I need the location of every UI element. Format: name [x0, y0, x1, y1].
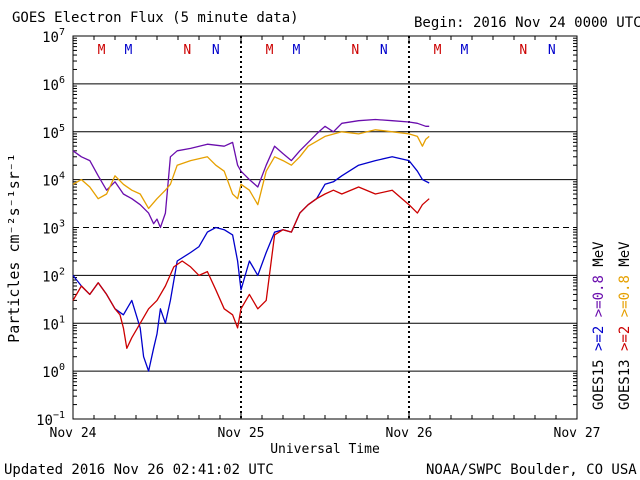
- x-tick-labels: Nov 24 Nov 25 Nov 26 Nov 27: [50, 426, 601, 441]
- x-tick-label: Nov 27: [554, 426, 601, 441]
- y-tick-exponent: 7: [59, 27, 65, 38]
- y-axis-label: Particles cm⁻²s⁻¹sr⁻¹: [5, 153, 23, 343]
- y-tick-exponent: 6: [59, 75, 65, 86]
- marker-label: M: [98, 43, 106, 58]
- y-tick-labels: 107 106 105 104 103 102 101 100 1 0 −1: [36, 27, 65, 429]
- y-tick-label: 106: [42, 75, 65, 94]
- y-tick-exponent: 0: [59, 362, 65, 373]
- marker-label: N: [351, 43, 359, 58]
- series-line: [72, 186, 430, 349]
- y-tick-label: 107: [42, 27, 65, 46]
- marker-label: N: [380, 43, 388, 58]
- marker-label: M: [461, 43, 469, 58]
- y-tick-label: 101: [42, 314, 65, 333]
- series-lines: [72, 118, 430, 372]
- legend-entry: >=0.8: [591, 275, 607, 326]
- marker-label: N: [212, 43, 220, 58]
- marker-label: N: [519, 43, 527, 58]
- legend-entry: GOES13: [617, 359, 633, 410]
- series-line: [72, 156, 430, 372]
- y-tick-label: 105: [42, 123, 65, 142]
- marker-label: M: [266, 43, 274, 58]
- x-tick-label: Nov 26: [386, 426, 433, 441]
- marker-label: M: [293, 43, 301, 58]
- chart-title: GOES Electron Flux (5 minute data): [12, 10, 299, 26]
- series-line: [72, 129, 430, 210]
- y-tick-label: 102: [42, 266, 65, 285]
- marker-label: N: [548, 43, 556, 58]
- legend-entry: >=0.8: [617, 275, 633, 326]
- x-axis-label: Universal Time: [270, 442, 380, 457]
- gridlines: [72, 36, 578, 419]
- x-tick-label: Nov 24: [50, 426, 97, 441]
- legend-goes15: GOES15 >=2 >=0.8 MeV: [591, 241, 607, 410]
- legend-entry: >=2: [591, 326, 607, 360]
- legend-entry: MeV: [591, 241, 607, 275]
- legend-entry: >=2: [617, 326, 633, 360]
- y-tick-exponent: 1: [59, 314, 65, 325]
- legend-goes13: GOES13 >=2 >=0.8 MeV: [617, 241, 633, 410]
- y-tick-label: 100: [42, 362, 65, 381]
- y-tick-exponent: 4: [59, 171, 65, 182]
- y-tick-label: 103: [42, 219, 65, 238]
- y-tick-exponent: 3: [59, 219, 65, 230]
- marker-label: M: [125, 43, 133, 58]
- x-tick-label: Nov 25: [218, 426, 265, 441]
- y-tick-exponent: −1: [53, 410, 65, 421]
- legend-entry: GOES15: [591, 359, 607, 410]
- y-tick-label: 104: [42, 171, 65, 190]
- credit: NOAA/SWPC Boulder, CO USA: [426, 462, 637, 478]
- marker-label: M: [434, 43, 442, 58]
- y-tick-exponent: 5: [59, 123, 65, 134]
- updated-time: Updated 2016 Nov 26 02:41:02 UTC: [4, 462, 274, 478]
- marker-label: N: [183, 43, 191, 58]
- begin-time: Begin: 2016 Nov 24 0000 UTC: [414, 15, 640, 31]
- y-tick-exponent: 2: [59, 266, 65, 277]
- series-line: [72, 118, 430, 229]
- legend-entry: MeV: [617, 241, 633, 275]
